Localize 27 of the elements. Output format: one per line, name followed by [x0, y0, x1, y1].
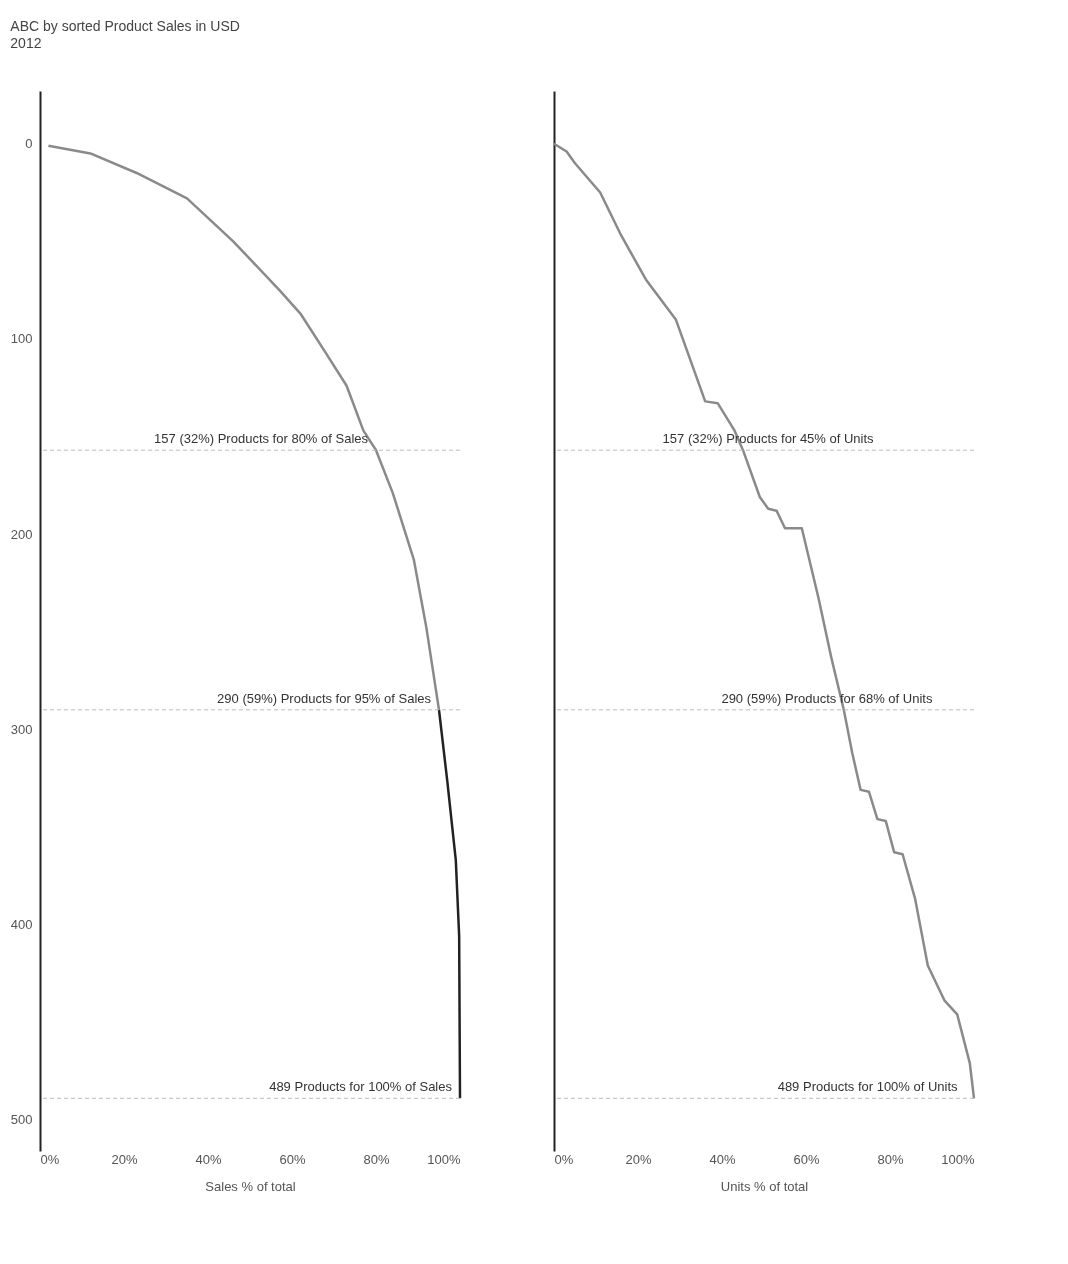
- x-tick-label: 20%: [111, 1151, 138, 1167]
- x-tick-label: 100%: [941, 1151, 975, 1167]
- x-tick-label: 40%: [195, 1151, 222, 1167]
- x-tick-label: 20%: [625, 1151, 652, 1167]
- y-tick-label: 400: [10, 917, 33, 933]
- annotation: 489 Products for 100% of Units: [777, 1079, 959, 1095]
- x-tick-label: 0%: [554, 1151, 574, 1167]
- x-tick-label: 60%: [793, 1151, 820, 1167]
- x-tick-label: 100%: [427, 1151, 461, 1167]
- annotation: 157 (32%) Products for 80% of Sales: [154, 431, 369, 447]
- chart-subtitle: 2012: [10, 35, 42, 51]
- x-tick-label: 80%: [363, 1151, 390, 1167]
- annotation: 489 Products for 100% of Sales: [269, 1079, 453, 1095]
- y-tick-label: 300: [10, 721, 33, 737]
- line-series: [47, 144, 441, 712]
- y-tick-label: 500: [10, 1112, 33, 1128]
- x-tick-label: 80%: [877, 1151, 904, 1167]
- y-tick-label: 0: [25, 136, 33, 152]
- x-tick-label: 40%: [709, 1151, 736, 1167]
- y-tick-label: 100: [10, 331, 33, 347]
- y-tick-label: 200: [10, 526, 33, 542]
- annotation: 290 (59%) Products for 95% of Sales: [217, 690, 432, 706]
- x-tick-label: 0%: [40, 1151, 60, 1167]
- x-tick-label: 60%: [279, 1151, 306, 1167]
- x-axis-title: Sales % of total: [205, 1178, 296, 1194]
- chart-title: ABC by sorted Product Sales in USD: [10, 18, 240, 34]
- x-axis-title: Units % of total: [720, 1178, 809, 1194]
